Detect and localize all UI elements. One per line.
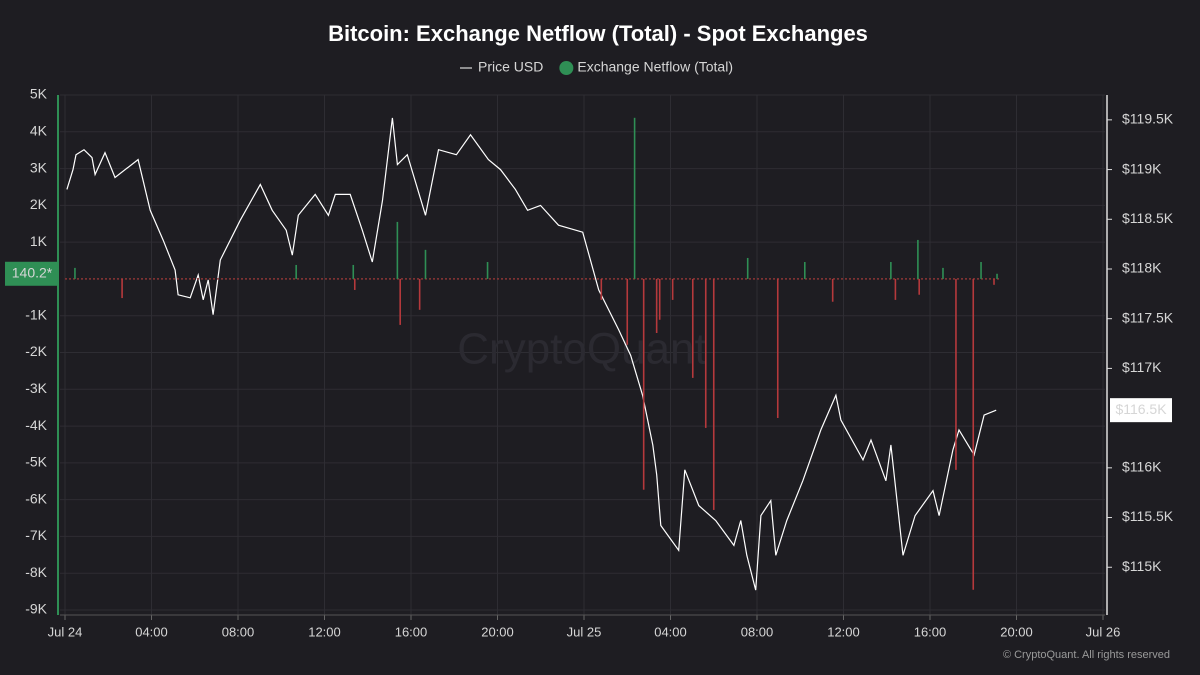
bar [396,221,399,279]
x-tick-label: 04:00 [654,624,687,639]
y2-tick-label: $116K [1122,459,1162,475]
y-tick-label: -3K [25,380,47,396]
price-line [66,117,997,591]
bar [626,278,629,345]
y2-tick-label: $118K [1122,260,1162,276]
y-tick-label: -9K [25,601,47,617]
y-tick-label: 3K [30,159,48,175]
y-tick-label: -4K [25,417,47,433]
y-tick-label: -7K [25,527,47,543]
y2-tick-label: $117K [1122,359,1162,375]
legend-label: Exchange Netflow (Total) [577,59,733,75]
last-value-label: 140.2* [12,264,53,280]
chart-title: Bitcoin: Exchange Netflow (Total) - Spot… [328,21,868,46]
y2-tick-label: $119K [1122,160,1162,176]
bar [776,278,779,418]
bar [486,262,489,279]
x-tick-label: 12:00 [827,624,860,639]
bar [972,278,975,590]
bar [295,264,297,279]
bar [600,278,603,300]
x-tick-label: 12:00 [308,624,341,639]
bar [642,278,645,490]
bar [918,278,920,295]
y2-tick-label: $118.5K [1122,210,1174,226]
bar [993,278,995,285]
y-tick-label: -6K [25,490,47,506]
bar [746,257,749,279]
y-tick-label: 5K [30,86,48,102]
y2-tick-label: $115K [1122,558,1162,574]
bar [894,278,897,300]
footer: © CryptoQuant. All rights reserved [1003,649,1170,661]
bar [996,273,998,279]
bar [917,239,919,279]
y-tick-label: -2K [25,343,47,359]
y-tick-label: 2K [30,196,48,212]
y2-tick-label: $117.5K [1122,309,1174,325]
y2-tick-label: $115.5K [1122,508,1174,524]
x-tick-label: Jul 26 [1086,624,1121,639]
x-tick-label: 08:00 [222,624,255,639]
bar [74,267,76,279]
x-tick-label: 16:00 [395,624,428,639]
bar [831,278,834,302]
watermark: CryptoQuant [457,325,706,374]
y-tick-label: 4K [30,122,48,138]
bar [418,278,421,310]
y-tick-label: -5K [25,454,47,470]
x-tick-label: Jul 25 [567,624,602,639]
y-tick-label: 1K [30,233,48,249]
last-value-box [1110,398,1172,423]
last-value-label: $116.5K [1115,401,1167,417]
bar [633,117,636,279]
legend-label: Price USD [478,59,543,75]
bar [890,262,892,279]
last-value-box [5,261,59,286]
y-tick-label: -8K [25,564,47,580]
bar [658,278,661,320]
bar [691,278,694,378]
bar [980,262,982,279]
bar [704,278,707,428]
x-tick-label: 08:00 [741,624,774,639]
y2-tick-label: $119.5K [1122,111,1174,127]
bar [352,264,355,279]
bar [121,278,123,299]
y-tick-label: -1K [25,306,47,322]
bar [399,278,401,325]
x-tick-label: 20:00 [1000,624,1033,639]
bar [942,267,944,279]
bar [655,278,658,334]
bar [353,278,356,290]
x-tick-label: 20:00 [481,624,514,639]
bar [671,278,674,300]
legend-swatch [559,61,574,75]
x-tick-label: 04:00 [135,624,168,639]
bar [955,278,957,470]
legend: Price USD Exchange Netflow (Total) [460,59,733,75]
bar [424,249,427,279]
x-tick-label: 16:00 [914,624,947,639]
bar [803,262,806,279]
bar [712,278,715,510]
x-tick-label: Jul 24 [48,624,83,639]
